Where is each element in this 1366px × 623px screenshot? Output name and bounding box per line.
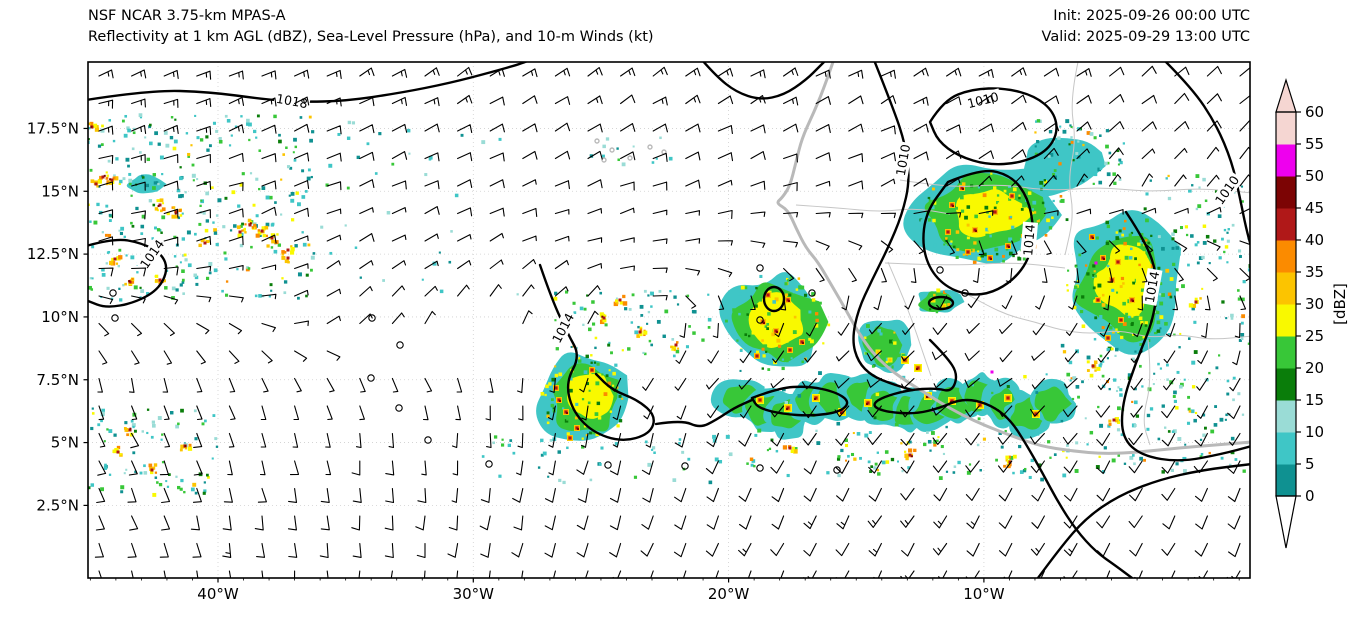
x-tick-label: 30°W — [453, 585, 495, 603]
isobar-label: 1014 — [548, 308, 578, 348]
isobar-label: 1010 — [963, 88, 1003, 112]
calm-wind-circle — [961, 289, 969, 297]
y-tick-label: 7.5°N — [36, 371, 79, 389]
calm-wind-circle — [936, 266, 944, 274]
calm-wind-circle — [109, 289, 117, 297]
init-time: Init: 2025-09-26 00:00 UTC — [1053, 8, 1250, 24]
colorbar: 0 5 10 15 20 25 30 35 40 45 50 55 60 [dBZ] — [1275, 77, 1349, 549]
calm-wind-circle — [368, 314, 376, 322]
coastline-borders-layer — [594, 62, 1250, 455]
pressure-contours-layer — [88, 62, 1250, 578]
calm-wind-circle — [396, 341, 404, 349]
reflectivity-layer — [88, 113, 1250, 497]
colorbar-tick-label: 60 — [1305, 103, 1324, 121]
figure-times: Init: 2025-09-26 00:00 UTC Valid: 2025-0… — [1042, 6, 1250, 48]
calm-wind-circle — [681, 462, 689, 470]
valid-time: Valid: 2025-09-29 13:00 UTC — [1041, 29, 1250, 45]
calm-wind-circle — [756, 316, 764, 324]
wind-barbs-layer — [94, 65, 1250, 578]
calm-wind-circle — [756, 264, 764, 272]
colorbar-tick-label: 0 — [1305, 487, 1315, 505]
y-tick-label: 12.5°N — [27, 245, 79, 263]
colorbar-units-label: [dBZ] — [1331, 283, 1349, 325]
colorbar-tick-label: 25 — [1305, 327, 1324, 345]
model-title: NSF NCAR 3.75-km MPAS-A — [88, 8, 286, 24]
calm-wind-circle — [604, 461, 612, 469]
colorbar-tick-label: 35 — [1305, 263, 1324, 281]
y-tick-label: 2.5°N — [36, 496, 79, 514]
colorbar-tick-label: 5 — [1305, 455, 1315, 473]
calm-wind-circle — [367, 374, 375, 382]
svg-text:1010: 1010 — [893, 143, 913, 177]
y-tick-label: 15°N — [41, 182, 79, 200]
calm-wind-circle — [833, 466, 841, 474]
svg-text:1010: 1010 — [966, 89, 1001, 111]
colorbar-tick-label: 50 — [1305, 167, 1324, 185]
svg-text:1014: 1014 — [1142, 270, 1162, 304]
calm-wind-circle — [485, 460, 493, 468]
colorbar-tick-label: 30 — [1305, 295, 1324, 313]
x-tick-label: 20°W — [708, 585, 750, 603]
calm-wind-circle — [756, 464, 764, 472]
isobar-label: 1010 — [892, 141, 914, 179]
figure-titles: NSF NCAR 3.75-km MPAS-A Reflectivity at … — [88, 6, 654, 48]
colorbar-tick-label: 20 — [1305, 359, 1324, 377]
axes-layer: 40°W 30°W 20°W 10°W 2.5°N 5°N 7.5°N 10°N 12.5°N 1… — [27, 61, 1251, 603]
x-tick-label: 10°W — [963, 585, 1005, 603]
y-tick-label: 10°N — [41, 308, 79, 326]
x-tick-label: 40°W — [197, 585, 239, 603]
y-tick-label: 5°N — [51, 434, 79, 452]
calm-wind-circle — [111, 314, 119, 322]
product-title: Reflectivity at 1 km AGL (dBZ), Sea-Leve… — [88, 29, 654, 45]
colorbar-tick-label: 55 — [1305, 135, 1324, 153]
colorbar-tick-label: 10 — [1305, 423, 1324, 441]
calm-wind-circle — [808, 289, 816, 297]
svg-text:1018: 1018 — [275, 91, 309, 111]
isobar-label: 1014 — [1019, 221, 1039, 259]
svg-text:1014: 1014 — [549, 310, 577, 345]
colorbar-tick-label: 15 — [1305, 391, 1324, 409]
calm-wind-circle — [395, 404, 403, 412]
y-tick-label: 17.5°N — [27, 119, 79, 137]
svg-text:1014: 1014 — [1020, 223, 1038, 256]
colorbar-tick-label: 40 — [1305, 231, 1324, 249]
isobar-label: 1014 — [1141, 268, 1163, 306]
isobar-label: 1018 — [273, 90, 311, 112]
colorbar-tick-label: 45 — [1305, 199, 1324, 217]
calm-wind-circle — [424, 436, 432, 444]
